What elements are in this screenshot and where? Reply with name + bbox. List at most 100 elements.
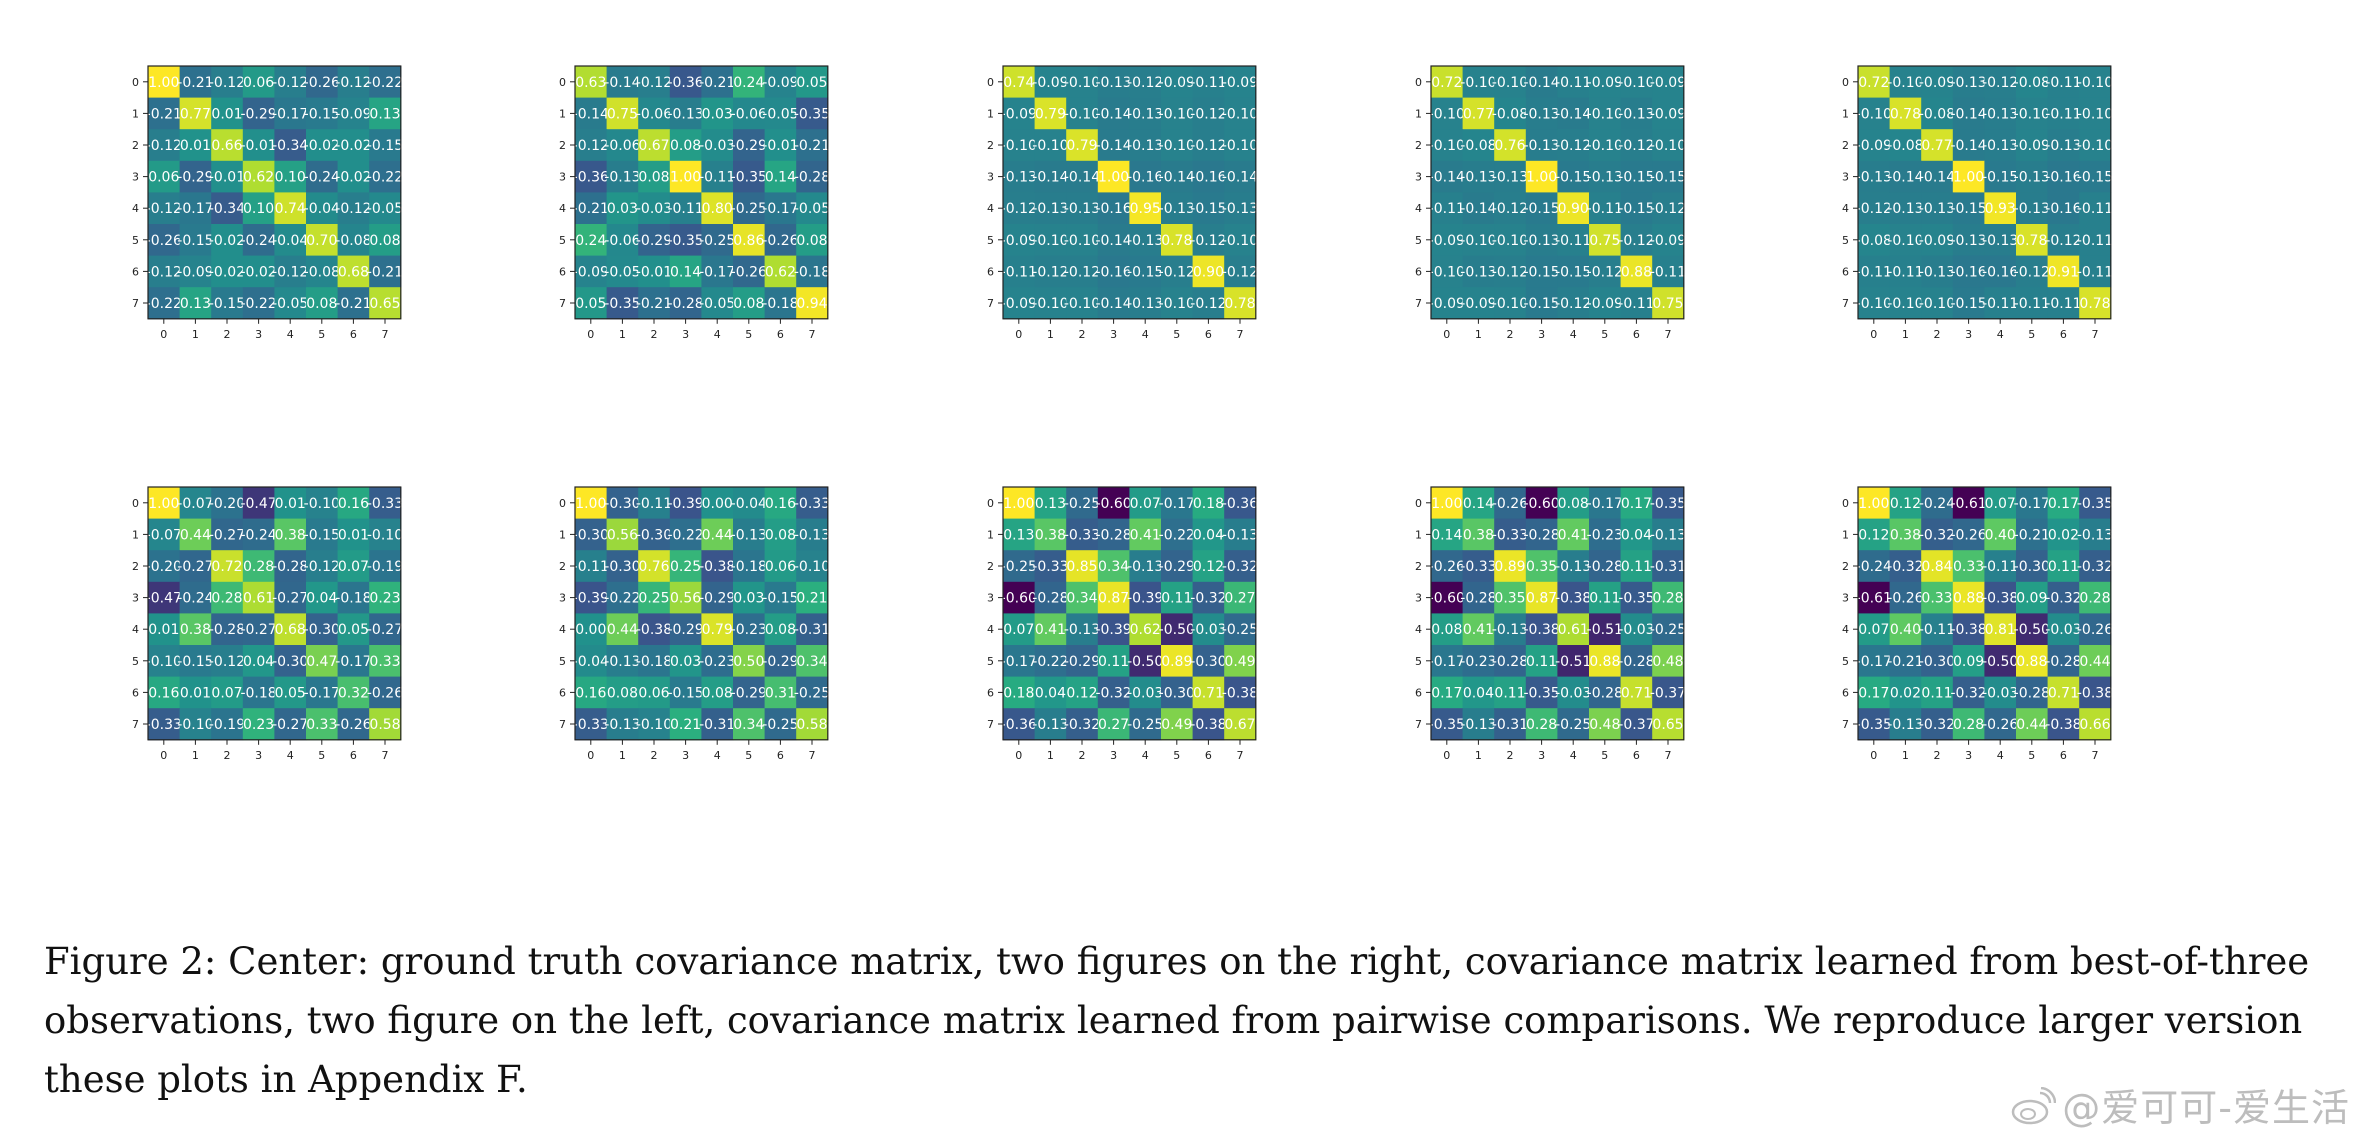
cell-value-label: -0.22: [146, 296, 182, 312]
heatmap-cell: [1161, 287, 1194, 320]
cell-value-label: 0.75: [1589, 233, 1620, 249]
heatmap-cell: [274, 97, 307, 130]
x-tick-label: 1: [192, 328, 199, 341]
cell-value-label: -0.11: [636, 496, 672, 512]
heatmap-cell: [1494, 581, 1527, 614]
x-tick-label: 2: [1079, 328, 1086, 341]
cell-value-label: -0.24: [304, 170, 340, 186]
cell-value-label: -0.32: [1064, 717, 1100, 733]
cell-value-label: -0.31: [794, 622, 830, 638]
cell-value-label: -0.38: [1555, 591, 1591, 607]
heatmap-cell: [638, 581, 671, 614]
cell-value-label: 0.78: [1890, 106, 1921, 122]
y-tick-label: 4: [1842, 202, 1849, 215]
heatmap-cell: [796, 192, 829, 225]
heatmap-cell: [1066, 160, 1099, 193]
cell-value-label: -0.15: [762, 591, 798, 607]
heatmap-cell: [701, 645, 734, 678]
heatmap-cell: [1952, 287, 1985, 320]
heatmap-cell: [701, 160, 734, 193]
heatmap-cell: [337, 287, 370, 320]
x-tick-label: 7: [1237, 328, 1244, 341]
y-tick-label: 1: [132, 528, 139, 541]
heatmap-cell: [733, 581, 766, 614]
heatmap-cell: [1952, 160, 1985, 193]
cell-value-label: -0.12: [1492, 264, 1528, 280]
cell-value-label: 0.08: [702, 685, 733, 701]
heatmap-cell: [306, 645, 339, 678]
heatmap-cell: [733, 192, 766, 225]
heatmap-cell: [1224, 129, 1257, 162]
heatmap-cell: [1494, 160, 1527, 193]
heatmap-cell: [242, 97, 275, 130]
cell-value-label: 0.11: [1526, 654, 1557, 670]
heatmap-cell: [242, 676, 275, 709]
heatmap-cell: [1066, 550, 1099, 583]
heatmap-cell: [1431, 129, 1464, 162]
heatmap-cell: [1129, 255, 1162, 288]
heatmap-cell: [1858, 487, 1891, 520]
heatmap-cell: [1525, 613, 1558, 646]
heatmap-cell: [1097, 287, 1130, 320]
cell-value-label: -0.17: [1429, 654, 1465, 670]
heatmap-cell: [179, 581, 212, 614]
heatmap-cell: [1620, 613, 1653, 646]
heatmap-cell: [1431, 518, 1464, 551]
heatmap-cell: [669, 708, 702, 741]
cell-value-label: -0.11: [699, 170, 735, 186]
cell-value-label: -0.50: [2014, 622, 2050, 638]
cell-value-label: 0.07: [1858, 622, 1889, 638]
heatmap-cell: [701, 224, 734, 257]
heatmap-cell: [1984, 550, 2017, 583]
heatmap-cell: [369, 487, 402, 520]
cell-value-label: -0.32: [2077, 559, 2113, 575]
cell-value-label: -0.15: [1523, 201, 1559, 217]
x-tick-label: 0: [1015, 328, 1022, 341]
heatmap-cell: [1097, 487, 1130, 520]
heatmap-cell: [1034, 676, 1067, 709]
x-tick-label: 7: [809, 328, 816, 341]
cell-value-label: -0.12: [335, 201, 371, 217]
cell-value-label: -0.09: [1919, 75, 1955, 91]
heatmap-cell: [606, 581, 639, 614]
heatmap-cell: [179, 255, 212, 288]
heatmap-cell: [1525, 708, 1558, 741]
heatmap-cell: [796, 550, 829, 583]
cell-value-label: -0.37: [1618, 717, 1654, 733]
heatmap-cell: [796, 224, 829, 257]
watermark-text: @爱可可-爱生活: [2062, 1086, 2350, 1130]
heatmap-cell: [2079, 487, 2112, 520]
heatmap-cell: [1462, 287, 1495, 320]
heatmap-4: 0.72-0.10-0.10-0.14-0.11-0.09-0.10-0.09-…: [1415, 65, 1686, 341]
cell-value-label: 0.09: [1953, 654, 1984, 670]
cell-value-label: 0.12: [1193, 559, 1224, 575]
cell-value-label: 0.28: [243, 559, 274, 575]
heatmap-cell: [1652, 518, 1685, 551]
x-tick-label: 7: [2092, 328, 2099, 341]
heatmap-cell: [148, 160, 181, 193]
cell-value-label: -0.16: [1095, 264, 1131, 280]
heatmap-cell: [148, 192, 181, 225]
heatmap-cell: [669, 255, 702, 288]
heatmap-cell: [1097, 97, 1130, 130]
heatmap-cell: [1431, 708, 1464, 741]
heatmap-cell: [1129, 518, 1162, 551]
heatmap-cell: [1921, 487, 1954, 520]
heatmap-cell: [1889, 129, 1922, 162]
heatmap-cell: [1921, 192, 1954, 225]
cell-value-label: -0.13: [1492, 622, 1528, 638]
cell-value-label: -0.15: [1523, 296, 1559, 312]
cell-value-label: 0.38: [180, 622, 211, 638]
heatmap-cell: [1066, 645, 1099, 678]
cell-value-label: -0.30: [272, 654, 308, 670]
heatmap-cell: [575, 645, 608, 678]
cell-value-label: -0.30: [1190, 654, 1226, 670]
heatmap-cell: [1494, 645, 1527, 678]
x-tick-label: 2: [1934, 328, 1941, 341]
heatmap-cell: [1034, 192, 1067, 225]
heatmap-cell: [1224, 676, 1257, 709]
cell-value-label: -0.10: [1001, 138, 1037, 154]
heatmap-cell: [148, 676, 181, 709]
heatmap-cell: [2047, 550, 2080, 583]
cell-value-label: -0.13: [2045, 138, 2081, 154]
